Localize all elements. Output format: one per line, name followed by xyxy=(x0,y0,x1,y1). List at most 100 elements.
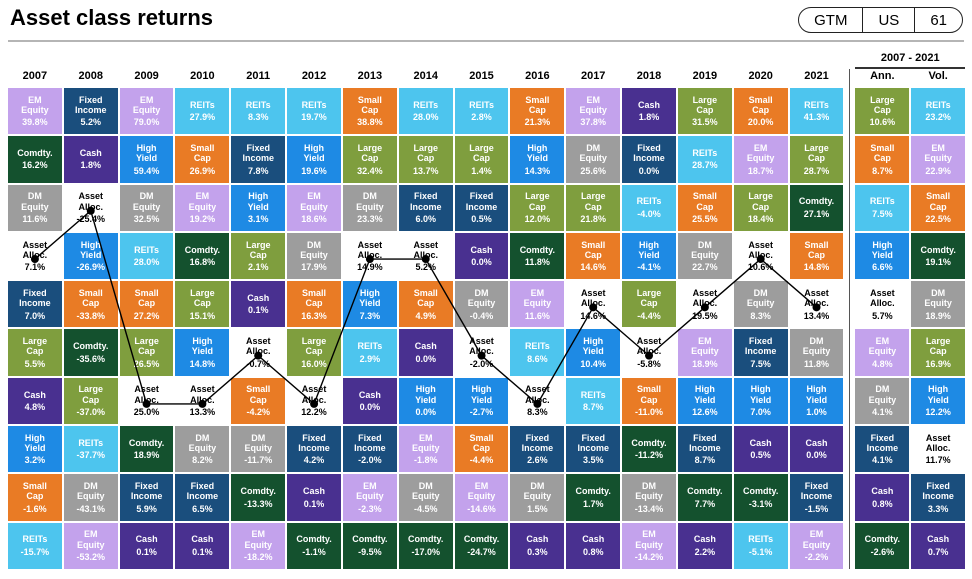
asset-class-label: Cash xyxy=(582,534,605,545)
return-cell: Fixed Income -1.5% xyxy=(789,474,844,521)
asset-class-label: Large Cap xyxy=(525,191,550,212)
asset-class-label: EM Equity xyxy=(802,529,831,550)
return-value: -11.0% xyxy=(635,407,664,418)
asset-class-label: Fixed Income xyxy=(577,432,609,454)
return-value: 59.4% xyxy=(133,165,160,176)
return-cell: High Yield 7.0% xyxy=(733,377,788,425)
asset-class-label: REITs xyxy=(245,99,271,110)
asset-class-label: EM Equity xyxy=(132,94,161,115)
return-value: -25.4% xyxy=(76,213,105,224)
year-summary-gap xyxy=(845,88,853,134)
asset-class-label: High Yield xyxy=(359,287,381,309)
asset-class-label: Comdty. xyxy=(296,534,332,545)
asset-class-label: Cash xyxy=(414,341,437,352)
asset-class-label: REITs xyxy=(469,99,494,110)
return-value: 16.9% xyxy=(925,358,951,369)
return-cell: EM Equity -2.3% xyxy=(342,474,397,521)
return-value: 12.0% xyxy=(524,213,551,224)
gtm-page-badge: GTM US 61 xyxy=(798,7,963,33)
return-cell: Fixed Income 0.5% xyxy=(454,184,509,231)
return-value: 0.0% xyxy=(471,257,492,268)
return-value: -4.5% xyxy=(413,503,438,514)
return-value: 12.2% xyxy=(301,407,327,418)
year-summary-gap xyxy=(845,185,853,231)
asset-class-label: EM Equity xyxy=(411,432,440,454)
asset-returns-quilt-chart: 2007 - 2021 2007 2008 2009 2010 2011 2012 2013… xyxy=(8,52,966,569)
asset-class-label: Cash xyxy=(303,486,326,497)
asset-class-label: High Yield xyxy=(135,142,158,164)
return-cell: Asset Alloc. 7.1% xyxy=(8,232,62,280)
return-value: 4.8% xyxy=(24,401,46,412)
returns-grid: EM Equity 39.8% Fixed Income 5.2% EM Equity 7… xyxy=(8,88,966,569)
return-cell: Asset Alloc. 13.4% xyxy=(789,281,844,328)
return-cell: High Yield 3.2% xyxy=(8,426,62,473)
return-cell: Cash 0.0% xyxy=(789,426,844,473)
return-cell: REITs 7.5% xyxy=(855,184,910,231)
year-summary-gap xyxy=(845,329,853,375)
asset-class-label: Fixed Income xyxy=(242,142,274,164)
asset-class-label: Fixed Income xyxy=(74,94,107,115)
asset-class-label: Small Cap xyxy=(804,239,829,260)
return-value: -2.7% xyxy=(469,407,494,418)
asset-class-label: Small Cap xyxy=(870,142,895,164)
return-cell: Large Cap -37.0% xyxy=(63,377,118,425)
return-value: -1.1% xyxy=(302,546,326,557)
asset-class-label: Comdty. xyxy=(352,534,388,545)
asset-class-label: REITs xyxy=(580,389,606,400)
return-cell: Comdty. -3.1% xyxy=(733,474,788,521)
asset-class-label: Asset Alloc. xyxy=(925,432,951,454)
asset-class-label: Small Cap xyxy=(190,142,215,164)
asset-class-label: Large Cap xyxy=(580,191,606,212)
asset-class-label: High Yield xyxy=(415,384,437,405)
return-cell: Asset Alloc. -25.4% xyxy=(63,184,118,231)
return-value: 18.9% xyxy=(692,358,718,369)
asset-class-label: Large Cap xyxy=(413,142,438,164)
return-value: 13.3% xyxy=(189,407,216,418)
column-header-2008: 2008 xyxy=(78,70,103,82)
asset-class-label: Cash xyxy=(526,534,549,545)
return-cell: High Yield 12.2% xyxy=(911,377,966,425)
asset-class-label: Large Cap xyxy=(469,142,494,164)
return-value: 12.2% xyxy=(925,407,951,418)
return-cell: REITs -37.7% xyxy=(63,426,118,473)
return-value: 31.5% xyxy=(692,117,718,128)
asset-class-label: Cash xyxy=(805,437,828,448)
asset-class-label: REITs xyxy=(413,99,439,110)
return-cell: Asset Alloc. 12.2% xyxy=(287,377,341,425)
column-header-2010: 2010 xyxy=(190,70,215,82)
return-cell: Cash 0.1% xyxy=(287,474,341,521)
return-value: 0.1% xyxy=(247,305,269,316)
return-cell: EM Equity 22.9% xyxy=(911,136,966,183)
return-cell: Fixed Income -2.0% xyxy=(342,426,397,473)
return-value: 2.9% xyxy=(359,353,381,364)
return-cell: DM Equity 1.5% xyxy=(510,474,565,521)
return-value: -33.8% xyxy=(76,310,105,321)
return-cell: Comdty. -24.7% xyxy=(454,522,509,569)
return-cell: Fixed Income 5.2% xyxy=(63,88,118,135)
return-value: 0.1% xyxy=(192,546,213,557)
asset-class-label: DM Equity xyxy=(746,287,775,309)
return-cell: High Yield -4.1% xyxy=(622,232,676,280)
return-cell: DM Equity 4.1% xyxy=(855,377,910,425)
return-value: 14.6% xyxy=(580,262,606,273)
return-value: 18.6% xyxy=(301,213,327,224)
return-value: 38.8% xyxy=(357,117,383,128)
return-value: 14.3% xyxy=(524,165,551,176)
return-value: 22.5% xyxy=(925,213,951,224)
return-value: 21.8% xyxy=(580,213,606,224)
return-value: 7.5% xyxy=(872,208,893,219)
return-cell: Small Cap 22.5% xyxy=(911,184,966,231)
asset-class-label: EM Equity xyxy=(924,142,952,164)
return-cell: EM Equity 19.2% xyxy=(175,184,230,231)
return-cell: EM Equity 18.9% xyxy=(677,329,732,376)
return-value: 3.2% xyxy=(24,455,46,466)
return-value: 32.5% xyxy=(133,213,160,224)
return-value: -13.3% xyxy=(243,498,273,509)
asset-class-label: Fixed Income xyxy=(866,432,899,454)
return-cell: High Yield 12.6% xyxy=(677,377,732,425)
annualized-columns-divider xyxy=(849,69,851,569)
asset-class-label: Large Cap xyxy=(22,336,48,357)
return-cell: DM Equity 11.8% xyxy=(789,329,844,376)
return-cell: DM Equity 22.7% xyxy=(677,232,732,280)
return-value: -4.2% xyxy=(246,407,270,418)
